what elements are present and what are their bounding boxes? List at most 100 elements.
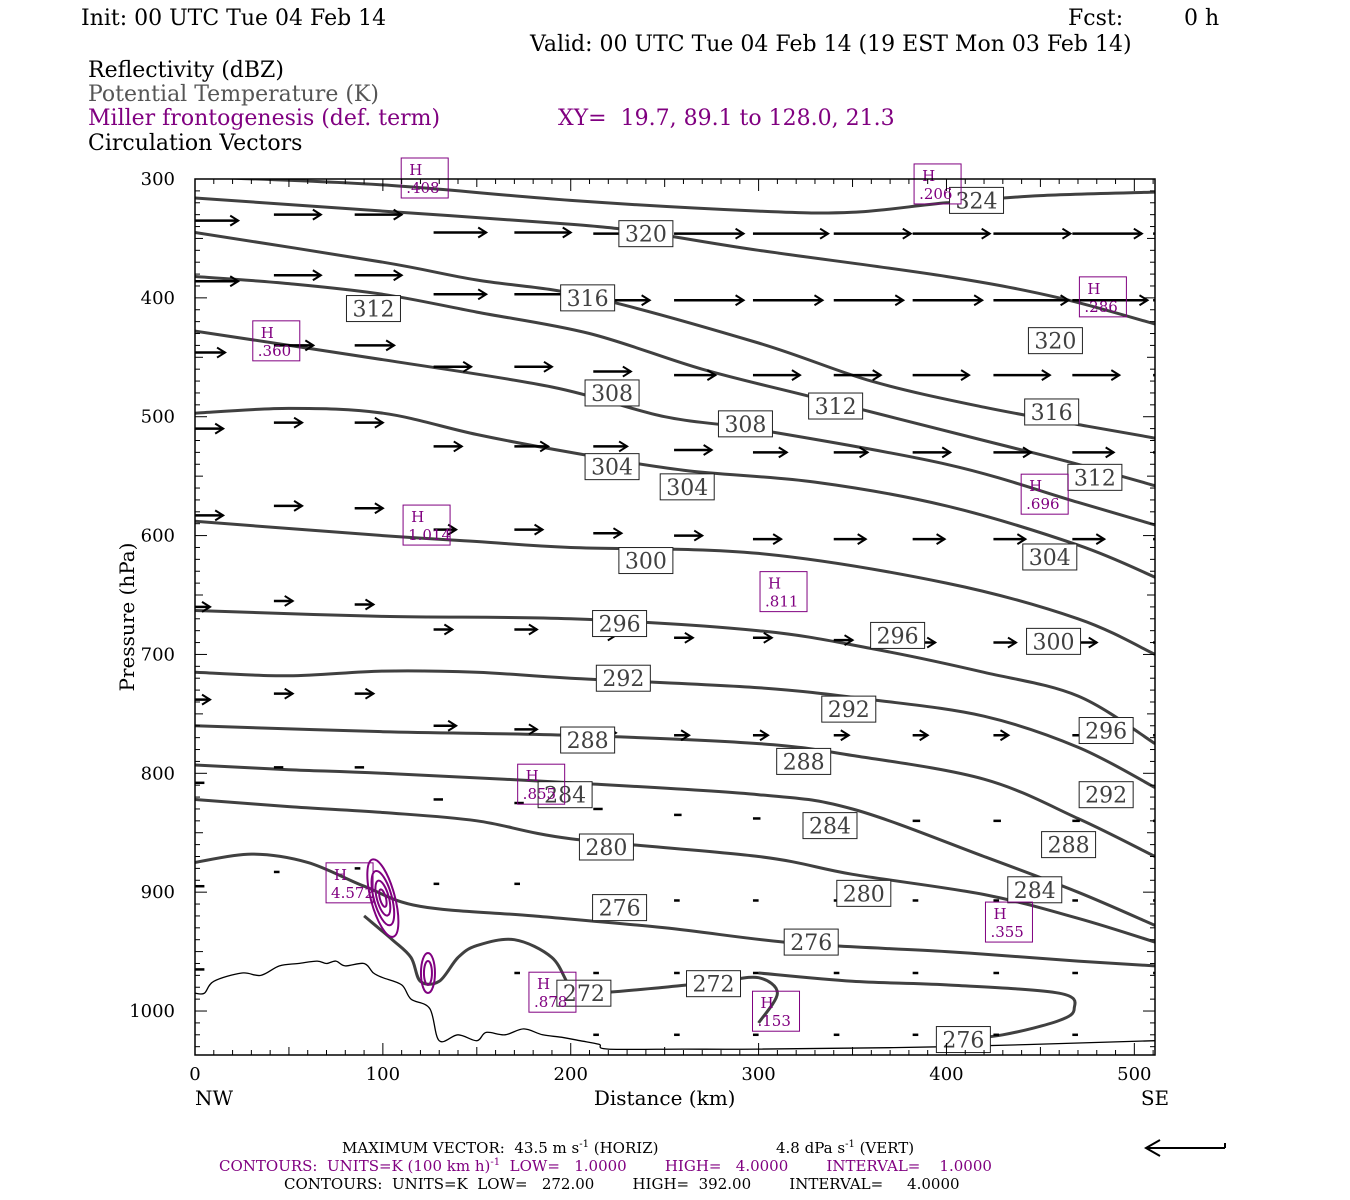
contour-label: 276 [599, 897, 641, 922]
x-tick-label: 200 [554, 1064, 588, 1085]
circulation-vector [1072, 227, 1144, 240]
frontogenesis-max-value: .855 [523, 785, 556, 803]
circulation-vector [273, 500, 304, 512]
circulation-vector [514, 440, 551, 453]
vector-head [201, 693, 212, 706]
circulation-vector [273, 595, 295, 607]
circulation-vector [674, 227, 746, 240]
circulation-vector [752, 631, 774, 644]
contour-label-box [1022, 543, 1078, 571]
theta-contour-276 [758, 971, 1077, 1043]
contour-label-box [578, 833, 634, 861]
init-label: Init: 00 UTC Tue 04 Feb 14 [81, 6, 387, 31]
circulation-vector [354, 502, 385, 515]
frontogenesis-max-label: H [1087, 280, 1100, 298]
circulation-vector [674, 631, 695, 644]
max-vector-vertical-tag: (VERT) [854, 1139, 915, 1157]
circulation-vector [273, 208, 323, 221]
frontogenesis-max-box [913, 163, 962, 205]
circulation-vector [752, 533, 784, 545]
circulation-vector [993, 729, 1011, 742]
frontogenesis-contour [378, 888, 388, 908]
circulation-vector [195, 693, 212, 706]
circulation-vector [993, 369, 1052, 381]
contour-label: 308 [591, 382, 633, 407]
vector-head [1061, 227, 1073, 240]
contour-label: 272 [693, 973, 735, 998]
contour-label: 304 [666, 476, 708, 501]
frontogenesis-contour-units: CONTOURS: UNITS=K (100 km h) [219, 1157, 491, 1175]
frontogenesis-max-box [1078, 276, 1127, 318]
contour-label: 312 [352, 298, 394, 323]
circulation-vector [833, 634, 855, 647]
circulation-vector [912, 227, 992, 240]
circulation-vector [674, 729, 691, 742]
circulation-vector [1072, 533, 1107, 545]
circulation-vector [752, 446, 789, 459]
frontogenesis-max-label: H [526, 767, 539, 785]
vector-head [447, 719, 459, 732]
vector-head [393, 208, 404, 221]
frontogenesis-max-value: .811 [765, 593, 798, 611]
frontogenesis-max-value: .206 [919, 185, 952, 203]
frontogenesis-max-label: H [537, 975, 550, 993]
vector-head [1060, 294, 1071, 307]
theta-contour-272 [363, 914, 779, 1024]
vector-head [477, 226, 489, 239]
circulation-vector [1072, 446, 1116, 459]
contour-label: 296 [1085, 720, 1127, 745]
vector-head [462, 360, 474, 373]
vector-head [813, 294, 825, 307]
circulation-vector [833, 533, 868, 545]
circulation-vector [674, 444, 714, 456]
frontogenesis-max-box [252, 320, 301, 362]
contour-label: 284 [1014, 879, 1056, 904]
contour-label-box [821, 695, 877, 723]
contour-label-box [1078, 781, 1134, 809]
contour-label: 280 [585, 836, 627, 861]
circulation-vector [354, 339, 397, 352]
x-axis-left-end: NW [195, 1086, 234, 1110]
circulation-vector [514, 723, 539, 736]
field-potential-temperature: Potential Temperature (K) [88, 82, 379, 107]
vector-head [703, 444, 714, 456]
circulation-vector [912, 729, 930, 742]
circulation-vector [354, 208, 404, 221]
vector-head [304, 339, 316, 352]
circulation-vector [593, 365, 633, 378]
field-frontogenesis: Miller frontogenesis (def. term) [88, 106, 441, 131]
circulation-vector [273, 416, 304, 429]
reference-vector-head [1143, 1139, 1161, 1157]
vector-head [562, 226, 573, 239]
circulation-vector [593, 527, 624, 540]
x-tick-label: 0 [189, 1064, 200, 1085]
circulation-vector [833, 294, 906, 307]
vector-head [543, 360, 554, 373]
vector-head [214, 422, 226, 435]
vector-head [293, 500, 304, 512]
theta-contour-legend: CONTOURS: UNITS=K LOW= 272.00 HIGH= 392.… [284, 1175, 960, 1193]
vector-head [1177, 534, 1185, 544]
contour-label-box [1041, 831, 1097, 859]
vector-head [960, 369, 971, 381]
circulation-vector [674, 294, 746, 307]
circulation-vector [674, 529, 705, 542]
vector-head [385, 339, 397, 352]
contour-label: 292 [1085, 784, 1127, 809]
theta-contour-276 [195, 852, 1155, 968]
vector-head [612, 527, 624, 540]
circulation-vector [912, 533, 947, 545]
vector-head [778, 446, 789, 459]
circulation-vector [752, 369, 802, 381]
frontogenesis-contour [419, 951, 436, 994]
contour-label: 276 [942, 1029, 984, 1054]
x-tick-label: 400 [929, 1064, 963, 1085]
circulation-vector [433, 719, 459, 732]
circulation-vector [674, 369, 718, 381]
contour-label: 292 [602, 667, 644, 692]
frontogenesis-max-value: .355 [990, 923, 1023, 941]
vector-head [447, 523, 459, 536]
circulation-vector [993, 533, 1028, 545]
contour-label-box [1067, 463, 1123, 491]
circulation-vector [1072, 369, 1122, 381]
